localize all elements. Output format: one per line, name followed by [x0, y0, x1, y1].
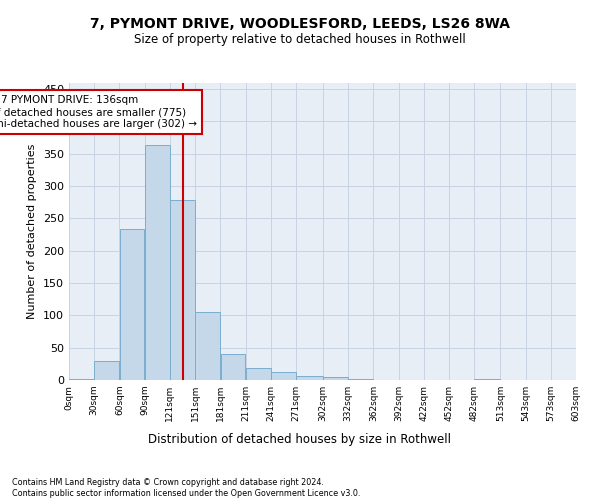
Text: Contains HM Land Registry data © Crown copyright and database right 2024.
Contai: Contains HM Land Registry data © Crown c…: [12, 478, 361, 498]
Bar: [296, 376, 323, 380]
Y-axis label: Number of detached properties: Number of detached properties: [28, 144, 37, 319]
Bar: [94, 360, 119, 380]
Bar: [170, 200, 195, 380]
Text: 7 PYMONT DRIVE: 136sqm
← 71% of detached houses are smaller (775)
27% of semi-de: 7 PYMONT DRIVE: 136sqm ← 71% of detached…: [0, 96, 197, 128]
Bar: [221, 354, 245, 380]
Text: Size of property relative to detached houses in Rothwell: Size of property relative to detached ho…: [134, 32, 466, 46]
Bar: [271, 372, 296, 380]
Bar: [196, 312, 220, 380]
Bar: [69, 378, 94, 380]
Text: 7, PYMONT DRIVE, WOODLESFORD, LEEDS, LS26 8WA: 7, PYMONT DRIVE, WOODLESFORD, LEEDS, LS2…: [90, 18, 510, 32]
Bar: [145, 145, 170, 380]
Bar: [323, 377, 348, 380]
Text: Distribution of detached houses by size in Rothwell: Distribution of detached houses by size …: [149, 432, 452, 446]
Bar: [119, 230, 145, 380]
Bar: [246, 368, 271, 380]
